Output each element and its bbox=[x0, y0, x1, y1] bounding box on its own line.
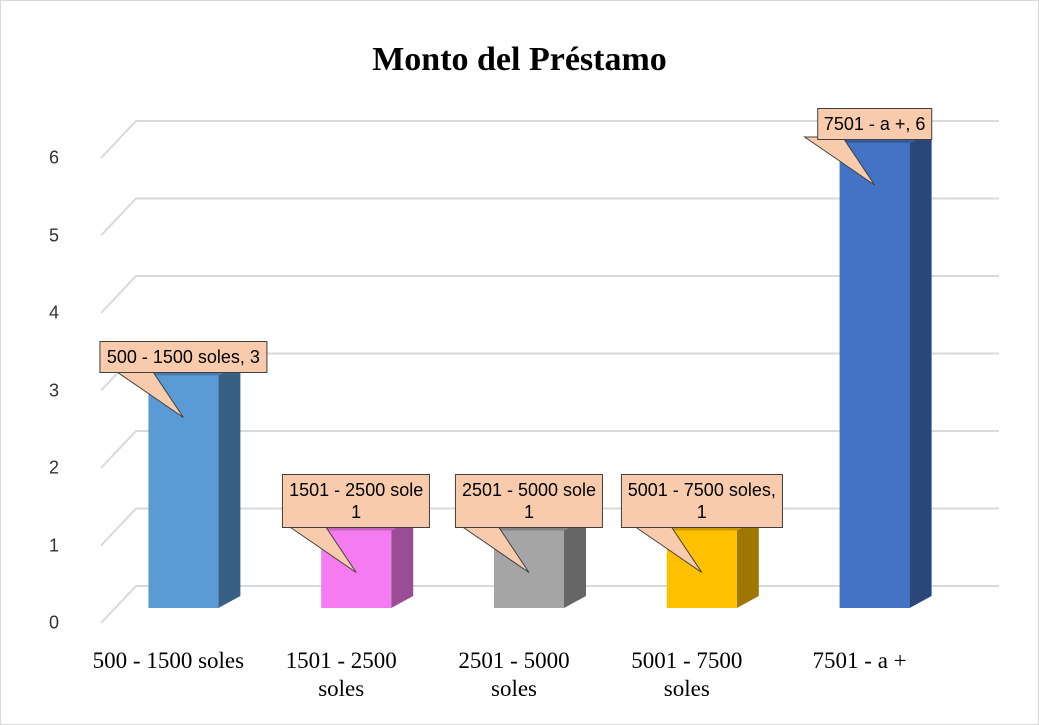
bar-side bbox=[218, 363, 241, 608]
data-label: 7501 - a +, 6 bbox=[816, 108, 933, 140]
chart-title: Monto del Préstamo bbox=[372, 41, 667, 78]
data-label: 1501 - 2500 sole 1 bbox=[282, 473, 431, 528]
grid-line bbox=[100, 120, 999, 159]
data-label: 500 - 1500 soles, 3 bbox=[99, 340, 267, 373]
y-tick-label: 2 bbox=[48, 457, 59, 478]
y-tick-label: 0 bbox=[48, 612, 59, 633]
y-tick-label: 4 bbox=[48, 302, 59, 323]
x-tick-label: 2501 - 5000 soles bbox=[458, 648, 570, 701]
bar-side bbox=[736, 518, 759, 608]
y-tick-label: 1 bbox=[48, 535, 59, 555]
y-tick-label: 5 bbox=[48, 225, 59, 245]
y-tick-label: 3 bbox=[48, 380, 59, 400]
bar-side bbox=[391, 518, 414, 608]
grid-line bbox=[100, 197, 999, 237]
x-tick-label: 1501 - 2500 soles bbox=[285, 648, 397, 701]
bar bbox=[148, 375, 219, 608]
x-tick-label: 5001 - 7500 soles bbox=[631, 648, 743, 701]
data-label: 5001 - 7500 soles, 1 bbox=[620, 473, 783, 528]
bar bbox=[839, 143, 910, 608]
x-tick-label: 500 - 1500 soles bbox=[92, 648, 245, 673]
data-label: 2501 - 5000 sole 1 bbox=[454, 473, 604, 528]
grid-line bbox=[100, 275, 999, 314]
grid-line bbox=[100, 430, 999, 469]
bar-side bbox=[909, 131, 932, 608]
bar-side bbox=[564, 518, 586, 608]
x-tick-label: 7501 - a + bbox=[812, 648, 907, 673]
y-tick-label: 6 bbox=[48, 147, 59, 168]
